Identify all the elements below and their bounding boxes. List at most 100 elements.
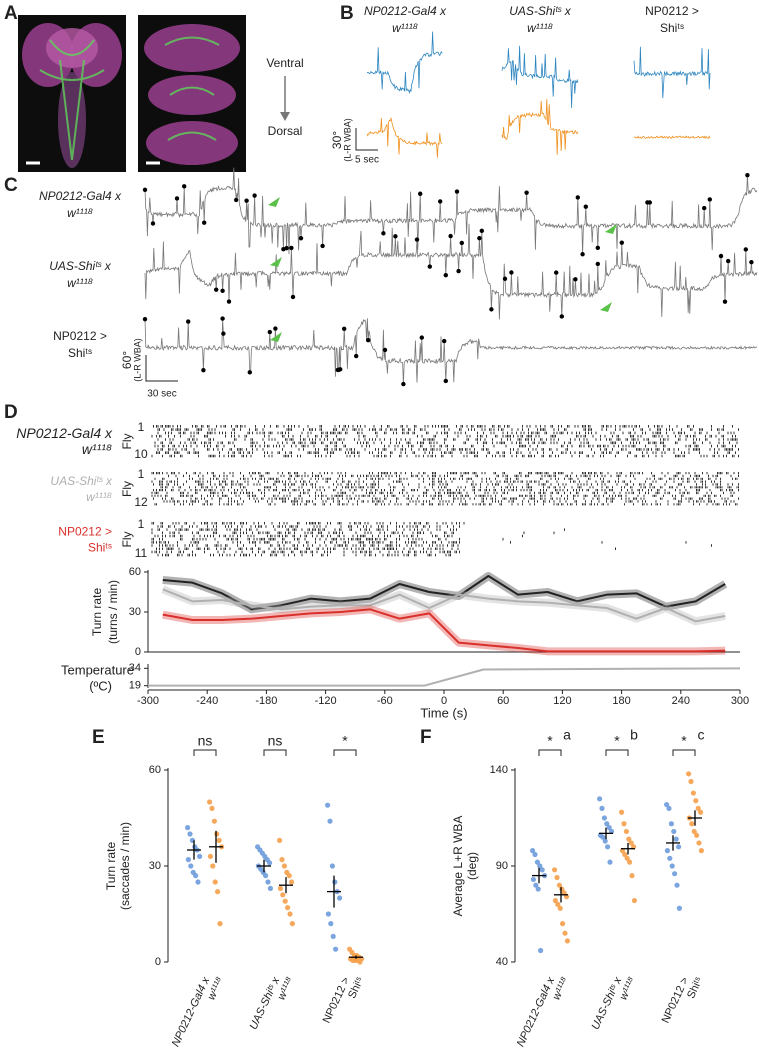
y-tick-label: 34 [129, 662, 141, 674]
row-number: 12 [134, 495, 148, 509]
data-point [193, 873, 199, 879]
data-point [357, 959, 363, 965]
y-tick-label: 19 [129, 680, 141, 692]
data-point [214, 831, 220, 837]
saccade-dot [454, 189, 460, 194]
data-point [698, 809, 704, 815]
trace [366, 31, 443, 95]
x-tick-label: -180 [255, 695, 277, 707]
group-letter: b [630, 727, 638, 743]
data-point [279, 857, 285, 863]
genotype-label: NP0212-Gal4 x [16, 425, 113, 441]
data-point [602, 838, 608, 844]
saccade-dot [267, 329, 272, 335]
data-point [564, 938, 571, 944]
line [162, 608, 726, 653]
data-point [666, 805, 672, 812]
saccade-dot [749, 259, 754, 265]
trace [501, 98, 579, 155]
genotype-label: NP0212 > [53, 329, 107, 343]
data-point [289, 879, 295, 885]
saccade-dot [298, 236, 304, 241]
genotype-label: w¹¹¹⁸ [67, 276, 93, 290]
saccade-dot [289, 245, 294, 251]
saccade-dot [595, 261, 600, 267]
raster [151, 472, 739, 506]
significance-bracket [333, 749, 357, 756]
scale-bar [355, 128, 378, 151]
data-point [530, 876, 537, 883]
saccade-dot [418, 191, 423, 196]
significance-bracket [193, 749, 217, 756]
saccade-dot [202, 220, 207, 225]
data-point [187, 831, 193, 837]
saccade-dot [284, 245, 289, 251]
orientation-label: Ventral [266, 56, 303, 70]
data-point [562, 930, 568, 936]
significance-label: * [547, 733, 553, 749]
y-tick-label: 0 [155, 956, 161, 968]
data-point [621, 821, 627, 827]
data-point [690, 790, 697, 796]
category-label: NP0212-Gal4 x [515, 975, 558, 1049]
category-label: NP0212 > [321, 975, 353, 1025]
data-point [289, 921, 295, 927]
data-point [532, 851, 538, 858]
saccade-dot [575, 195, 580, 200]
data-point [619, 809, 625, 815]
saccade-dot [201, 367, 206, 373]
data-point [554, 874, 560, 881]
category-label: Shiᵗˢ [346, 975, 366, 1000]
genotype-label: w¹¹¹⁸ [67, 206, 93, 220]
trace [144, 167, 758, 255]
data-point [530, 848, 536, 854]
y-tick-label: 30 [149, 860, 161, 872]
saccade-dot [580, 252, 585, 257]
category-label: NP0212-Gal4 x [170, 975, 213, 1049]
saccade-dot [401, 381, 406, 387]
scale-label: 30 sec [147, 389, 176, 400]
significance-label: * [681, 733, 687, 749]
axis-label: 60° [120, 351, 134, 369]
genotype-label: UAS-Shiᵗˢ x [50, 474, 113, 488]
data-point [325, 802, 331, 808]
saccade-dot [214, 287, 219, 292]
saccade-dot [502, 276, 508, 281]
axis-label: (ºC) [89, 678, 112, 693]
data-point [686, 771, 692, 777]
data-point [605, 844, 611, 850]
genotype-label: NP0212 > [58, 525, 112, 539]
saccade-dot [252, 193, 257, 198]
category-label: UAS-Shiᵗˢ x [590, 975, 625, 1032]
data-point [664, 801, 670, 808]
data-point [185, 857, 191, 863]
trace [366, 116, 443, 158]
data-point [207, 853, 213, 860]
data-point [282, 898, 288, 904]
saccade-dot [443, 272, 448, 278]
panel-label: F [420, 727, 432, 748]
panel-label: B [340, 3, 354, 24]
group-letter: c [698, 727, 705, 743]
data-point [286, 873, 292, 879]
data-point [217, 921, 223, 927]
saccade-dot [226, 299, 232, 304]
data-point [277, 885, 283, 892]
y-tick-label: 140 [490, 764, 508, 776]
saccade-dot [456, 268, 461, 274]
y-tick-label: 30 [129, 606, 141, 618]
saccade-dot [459, 240, 464, 246]
data-point [664, 848, 671, 854]
row-number: 11 [135, 546, 148, 560]
saccade-dot [182, 184, 187, 189]
genotype-label: w¹¹¹⁸ [527, 21, 553, 35]
axis-label: Temperature [61, 662, 134, 677]
data-point [672, 871, 678, 877]
data-point [330, 933, 336, 940]
data-point [622, 851, 628, 858]
saccade-dot [342, 326, 347, 332]
saccade-dot [393, 234, 398, 239]
genotype-label: w¹¹¹⁸ [392, 21, 418, 35]
saccade-dot [442, 338, 447, 344]
saccade-dot [320, 243, 325, 249]
